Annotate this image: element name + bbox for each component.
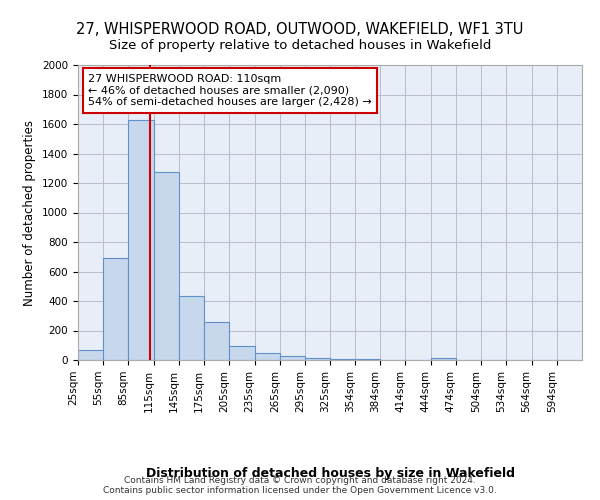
Bar <box>179 296 204 360</box>
Bar <box>431 358 456 360</box>
Text: 27, WHISPERWOOD ROAD, OUTWOOD, WAKEFIELD, WF1 3TU: 27, WHISPERWOOD ROAD, OUTWOOD, WAKEFIELD… <box>76 22 524 38</box>
Bar <box>254 352 280 360</box>
Text: Size of property relative to detached houses in Wakefield: Size of property relative to detached ho… <box>109 39 491 52</box>
Bar <box>128 120 154 360</box>
Bar <box>305 358 331 360</box>
Text: 27 WHISPERWOOD ROAD: 110sqm
← 46% of detached houses are smaller (2,090)
54% of : 27 WHISPERWOOD ROAD: 110sqm ← 46% of det… <box>88 74 372 107</box>
Y-axis label: Number of detached properties: Number of detached properties <box>23 120 37 306</box>
Text: Contains HM Land Registry data © Crown copyright and database right 2024.
Contai: Contains HM Land Registry data © Crown c… <box>103 476 497 495</box>
Bar <box>154 172 179 360</box>
Bar <box>103 258 128 360</box>
Bar <box>229 346 254 360</box>
X-axis label: Distribution of detached houses by size in Wakefield: Distribution of detached houses by size … <box>146 468 515 480</box>
Bar <box>280 356 305 360</box>
Bar <box>204 322 229 360</box>
Bar <box>78 350 103 360</box>
